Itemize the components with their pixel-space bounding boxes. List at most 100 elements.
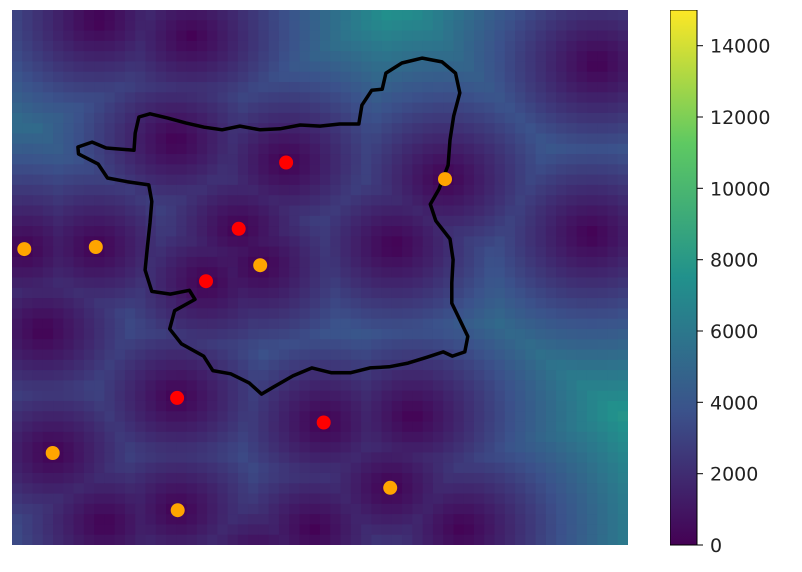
heatmap-cell [586, 370, 598, 381]
heatmap-cell [268, 102, 280, 114]
heatmap-cell [576, 503, 588, 515]
heatmap-cell [545, 154, 557, 165]
heatmap-cell [545, 246, 557, 258]
heatmap-cell [207, 61, 218, 73]
heatmap-cell [289, 102, 301, 114]
heatmap-cell [63, 411, 75, 423]
heatmap-cell [607, 205, 619, 217]
heatmap-cell [525, 112, 537, 124]
heatmap-cell [309, 205, 321, 217]
heatmap-cell [227, 102, 239, 114]
heatmap-cell [453, 71, 465, 83]
heatmap-cell [576, 411, 588, 423]
heatmap-cell [124, 359, 136, 371]
heatmap-cell [556, 411, 567, 423]
heatmap-cell [309, 226, 321, 237]
heatmap-cell [289, 61, 301, 73]
heatmap-cell [432, 267, 444, 279]
heatmap-cell [268, 82, 280, 93]
heatmap-cell [196, 267, 208, 279]
heatmap-cell [94, 123, 105, 135]
heatmap-cell [145, 503, 157, 515]
heatmap-cell [299, 61, 311, 73]
heatmap-cell [309, 71, 321, 83]
heatmap-cell [566, 534, 578, 545]
heatmap-cell [176, 205, 188, 217]
heatmap-cell [494, 534, 506, 545]
heatmap-cell [391, 267, 403, 279]
heatmap-cell [432, 359, 444, 371]
heatmap-cell [515, 195, 526, 207]
heatmap-cell [412, 462, 424, 474]
heatmap-cell [453, 226, 465, 237]
heatmap-cell [22, 143, 34, 155]
heatmap-cell [104, 483, 116, 495]
heatmap-cell [463, 154, 475, 165]
heatmap-cell [607, 390, 619, 402]
heatmap-cell [494, 298, 506, 309]
heatmap-cell [566, 462, 578, 474]
heatmap-cell [289, 380, 301, 392]
heatmap-cell [53, 112, 64, 124]
heatmap-cell [556, 123, 567, 135]
heatmap-cell [566, 82, 578, 93]
heatmap-cell [586, 421, 598, 433]
heatmap-cell [268, 30, 280, 42]
heatmap-cell [227, 493, 239, 505]
heatmap-cell [309, 92, 321, 104]
heatmap-cell [494, 30, 506, 42]
heatmap-cell [566, 349, 578, 361]
heatmap-cell [124, 174, 136, 186]
heatmap-cell [186, 10, 198, 21]
heatmap-cell [371, 154, 383, 165]
heatmap-cell [73, 380, 85, 392]
heatmap-cell [391, 246, 403, 258]
heatmap-cell [525, 123, 537, 135]
heatmap-cell [299, 359, 311, 371]
heatmap-cell [63, 339, 75, 351]
heatmap-cell [545, 298, 557, 309]
heatmap-cell [556, 472, 567, 484]
heatmap-cell [576, 71, 588, 83]
heatmap-cell [258, 452, 270, 464]
heatmap-cell [207, 256, 218, 268]
heatmap-cell [268, 503, 280, 515]
heatmap-cell [361, 339, 372, 351]
heatmap-cell [124, 493, 136, 505]
heatmap-cell [32, 524, 44, 536]
heatmap-cell [371, 380, 383, 392]
heatmap-cell [361, 71, 372, 83]
heatmap-cell [237, 328, 249, 340]
heatmap-cell [73, 61, 85, 73]
heatmap-cell [186, 143, 198, 155]
heatmap-cell [289, 174, 301, 186]
heatmap-cell [545, 82, 557, 93]
heatmap-cell [186, 524, 198, 536]
heatmap-cell [535, 143, 547, 155]
heatmap-cell [22, 339, 34, 351]
heatmap-cell [525, 462, 537, 474]
heatmap-cell [32, 82, 44, 93]
heatmap-cell [42, 71, 54, 83]
heatmap-cell [258, 92, 270, 104]
heatmap-cell [217, 328, 229, 340]
heatmap-cell [12, 154, 23, 165]
heatmap-cell [361, 154, 372, 165]
heatmap-cell [515, 246, 526, 258]
heatmap-cell [135, 102, 147, 114]
heatmap-cell [525, 339, 537, 351]
heatmap-cell [566, 380, 578, 392]
heatmap-cell [32, 370, 44, 381]
heatmap-cell [474, 112, 485, 124]
heatmap-cell [597, 143, 609, 155]
heatmap-cell [268, 349, 280, 361]
heatmap-cell [237, 195, 249, 207]
heatmap-cell [104, 339, 116, 351]
heatmap-cell [207, 195, 218, 207]
heatmap-cell [237, 462, 249, 474]
heatmap-cell [258, 514, 270, 526]
heatmap-cell [340, 82, 352, 93]
heatmap-cell [299, 380, 311, 392]
heatmap-cell [453, 524, 465, 536]
heatmap-cell [504, 112, 516, 124]
